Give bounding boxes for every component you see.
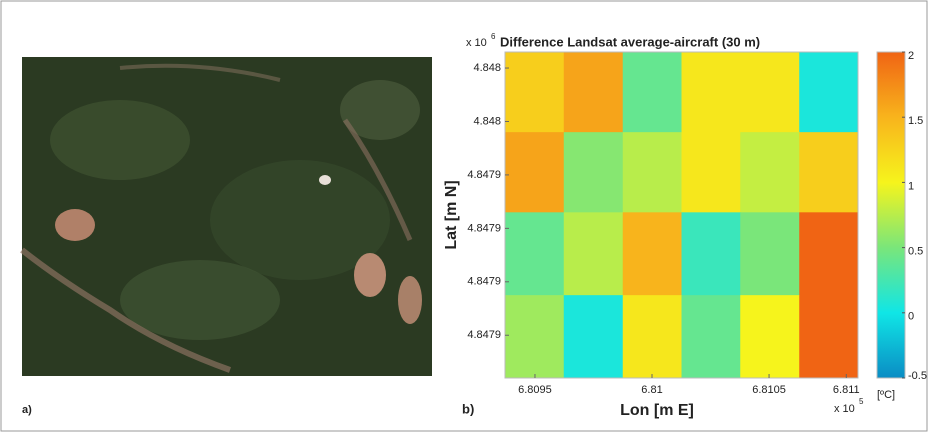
heatmap-cell (740, 52, 799, 133)
heatmap-cell (623, 212, 682, 295)
colorbar (877, 52, 905, 378)
y-multiplier: x 10 (466, 37, 487, 49)
x-tick-label: 6.8105 (752, 384, 786, 396)
colorbar-label: [ºC] (877, 389, 895, 401)
y-tick-label: 4.848 (473, 115, 501, 127)
heatmap-cell (623, 295, 682, 378)
colorbar-tick-label: 1 (908, 180, 914, 192)
heatmap-cell (623, 52, 682, 133)
figure: a) b) Difference Landsat average-aircraf… (0, 0, 928, 432)
y-tick-label: 4.8479 (467, 222, 501, 234)
y-tick-label: 4.8479 (467, 169, 501, 181)
y-axis-label: Lat [m N] (443, 180, 460, 249)
x-multiplier: x 10 (834, 403, 855, 415)
x-tick-label: 6.811 (833, 384, 860, 396)
heatmap-cell (740, 212, 799, 295)
heatmap-cell (505, 295, 564, 378)
heatmap-cell (682, 52, 741, 133)
heatmap-cell (740, 295, 799, 378)
x-axis-label: Lon [m E] (620, 402, 694, 419)
colorbar-tick-label: 0.5 (908, 246, 923, 258)
heatmap-cell (564, 52, 623, 133)
heatmap-cell (682, 212, 741, 295)
colorbar-tick-label: 2 (908, 50, 914, 62)
heatmap-cell (682, 132, 741, 213)
heatmap-cell (682, 295, 741, 378)
heatmap-cell (740, 132, 799, 213)
heatmap-cell (799, 295, 858, 378)
y-tick-label: 4.8479 (467, 329, 501, 341)
chart-title: Difference Landsat average-aircraft (30 … (500, 34, 760, 49)
heatmap-cell (799, 132, 858, 213)
y-tick-label: 4.848 (473, 62, 501, 74)
colorbar-tick-label: 1.5 (908, 115, 923, 127)
heatmap-cell (564, 295, 623, 378)
heatmap-cell (799, 212, 858, 295)
heatmap-cell (505, 52, 564, 133)
heatmap-cell (623, 132, 682, 213)
aerial-image (22, 57, 432, 376)
x-tick-label: 6.81 (641, 384, 662, 396)
heatmap-cell (564, 212, 623, 295)
colorbar-tick-label: -0.5 (908, 370, 927, 382)
x-multiplier-power: 5 (859, 397, 864, 406)
panel-label: a) (22, 404, 32, 416)
y-multiplier-power: 6 (491, 32, 496, 41)
y-tick-label: 4.8479 (467, 276, 501, 288)
colorbar-tick-label: 0 (908, 311, 914, 323)
heatmap-cell (505, 132, 564, 213)
heatmap-cell (799, 52, 858, 133)
x-tick-label: 6.8095 (518, 384, 552, 396)
panel-label: b) (462, 401, 474, 416)
heatmap-cell (564, 132, 623, 213)
heatmap-cell (505, 212, 564, 295)
